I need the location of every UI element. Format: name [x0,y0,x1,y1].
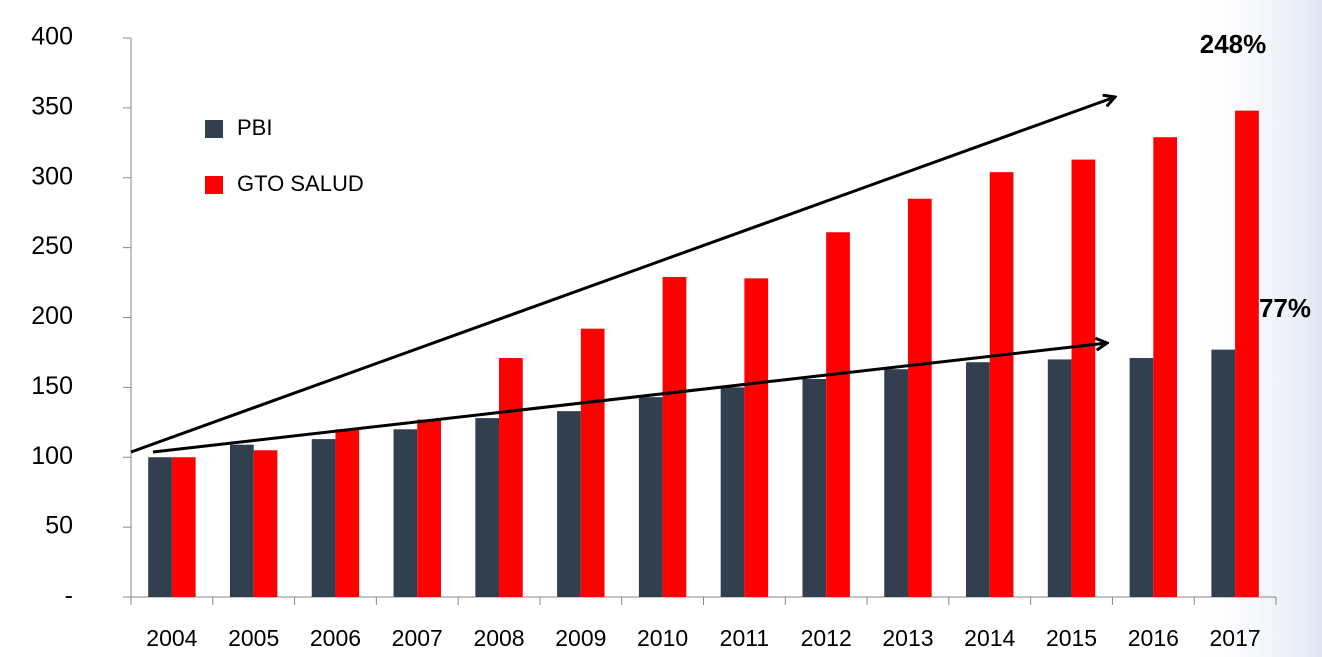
bar [311,439,336,597]
annotation: 77% [1259,293,1311,323]
trend-arrow [152,343,1107,454]
y-tick-label: - [65,582,73,610]
bar [1211,349,1236,597]
bar [744,278,769,597]
bar [802,378,827,597]
x-tick-label: 2011 [720,625,769,651]
bar [393,429,418,597]
x-tick-label: 2008 [473,625,524,651]
bar [989,172,1014,597]
y-tick-label: 150 [31,372,73,400]
y-tick-label: 100 [31,442,73,470]
bar [148,457,172,597]
legend-swatch [205,120,223,138]
legend-swatch [205,176,223,194]
bar [638,397,663,597]
trend-arrow [130,97,1115,454]
bar [1235,110,1259,598]
y-tick-label: 400 [31,23,73,51]
annotation: 248% [1200,29,1267,59]
bar [1129,358,1154,597]
bar [171,457,196,597]
bar [499,358,523,597]
x-tick-label: 2013 [882,625,933,651]
x-tick-label: 2015 [1046,625,1097,651]
bar [884,369,908,597]
x-tick-label: 2009 [555,625,606,651]
bar [229,444,254,597]
y-tick-label: 300 [31,162,73,190]
x-tick-label: 2007 [392,625,443,651]
x-tick-label: 2016 [1128,625,1179,651]
x-tick-label: 2010 [637,625,688,651]
y-tick-label: 250 [31,232,73,260]
y-tick-label: 200 [31,302,73,330]
bar [557,411,581,597]
bar [580,328,605,597]
bar [1071,159,1096,597]
bar [662,276,687,597]
bar [475,418,500,597]
x-tick-label: 2005 [228,625,279,651]
bar [826,232,850,597]
y-tick-label: 50 [45,512,73,540]
bar [335,429,360,597]
bar [417,419,441,597]
x-tick-label: 2012 [801,625,852,651]
bar [720,387,745,597]
bar [907,198,932,597]
bar [1153,137,1178,597]
x-tick-label: 2006 [310,625,361,651]
bar [253,450,278,597]
x-tick-label: 2017 [1210,625,1261,651]
legend-label: PBI [237,115,272,140]
x-tick-label: 2004 [146,625,197,651]
bar [966,362,990,597]
x-tick-label: 2014 [964,625,1015,651]
bar [1047,359,1072,597]
legend-label: GTO SALUD [237,171,364,196]
y-tick-label: 350 [31,92,73,120]
